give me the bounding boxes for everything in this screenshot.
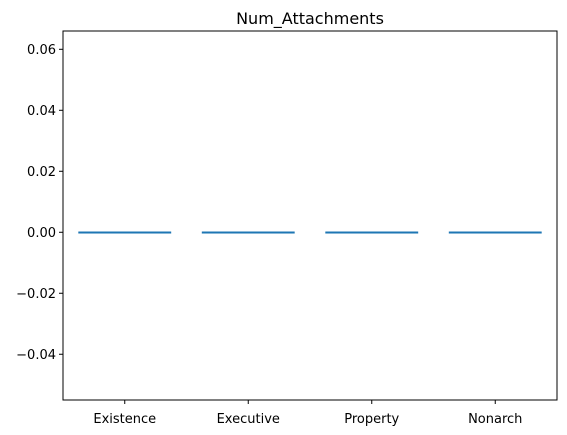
y-tick-label: 0.06 <box>27 43 56 58</box>
x-tick-label: Existence <box>93 412 156 427</box>
y-tick-label: −0.02 <box>16 287 56 302</box>
box-series <box>78 231 542 234</box>
x-tick-label: Property <box>344 412 399 427</box>
y-axis: −0.04 −0.02 0.00 0.02 0.04 0.06 <box>16 43 63 363</box>
y-tick-label: −0.04 <box>16 348 56 363</box>
y-tick-label: 0.04 <box>27 104 56 119</box>
y-tick-label: 0.02 <box>27 165 56 180</box>
box-existence <box>78 231 172 234</box>
box-property <box>325 231 419 234</box>
x-tick-label: Executive <box>217 412 280 427</box>
plot-area-frame <box>62 30 558 401</box>
x-tick-label: Nonarch <box>468 412 522 427</box>
box-executive <box>201 231 295 234</box>
y-tick-label: 0.00 <box>27 226 56 241</box>
chart-title: Num_Attachments <box>236 9 384 29</box>
box-nonarch <box>448 231 542 234</box>
x-axis: Existence Executive Property Nonarch <box>93 400 522 427</box>
